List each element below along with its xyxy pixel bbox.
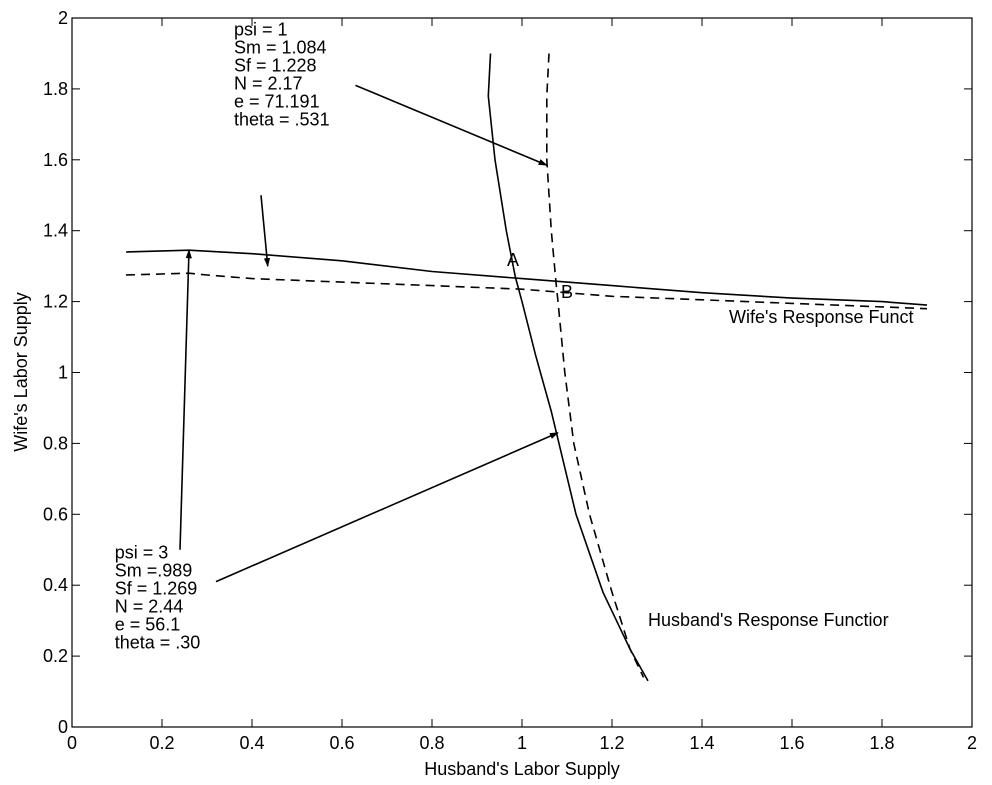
- x-axis-title: Husband's Labor Supply: [424, 759, 620, 779]
- y-tick-label: 0.4: [43, 575, 68, 595]
- y-tick-label: 0: [58, 717, 68, 737]
- series-label: Husband's Response Functior: [648, 610, 889, 630]
- annotation-text-line: N = 2.44: [115, 597, 184, 617]
- y-tick-label: 1: [58, 363, 68, 383]
- y-tick-label: 0.6: [43, 504, 68, 524]
- annotation-text-line: e = 56.1: [115, 615, 181, 635]
- point-label: A: [507, 250, 519, 270]
- annotation-text-line: psi = 3: [115, 543, 169, 563]
- annotation-arrow: [355, 84, 548, 166]
- x-tick-label: 0.8: [419, 733, 444, 753]
- y-tick-label: 0.2: [43, 646, 68, 666]
- x-tick-label: 0.4: [239, 733, 264, 753]
- annotation-text-line: e = 71.191: [234, 92, 320, 112]
- annotation-text-line: Sm = 1.084: [234, 38, 327, 58]
- y-tick-label: 1.4: [43, 221, 68, 241]
- x-tick-label: 2: [967, 733, 977, 753]
- series-line-4-dashed: [545, 53, 645, 678]
- annotation-text-line: Sf = 1.269: [115, 579, 198, 599]
- x-tick-label: 1.6: [779, 733, 804, 753]
- annotation-arrow: [179, 249, 192, 550]
- x-tick-label: 0.6: [329, 733, 354, 753]
- x-tick-label: 1: [517, 733, 527, 753]
- x-tick-label: 0: [67, 733, 77, 753]
- y-tick-label: 1.6: [43, 150, 68, 170]
- x-tick-label: 1.2: [599, 733, 624, 753]
- point-label: B: [561, 282, 573, 302]
- x-axis: 0 0.2 0.4 0.6 0.8 1 1.2 1.4 1.6 1.8 2: [67, 18, 977, 753]
- y-axis: 0 0.2 0.4 0.6 0.8 1 1.2 1.4 1.6 1.8 2: [43, 8, 972, 737]
- series-line-2-dashed: [125, 272, 928, 310]
- x-tick-label: 0.2: [149, 733, 174, 753]
- annotation-arrow: [260, 195, 271, 268]
- x-tick-label: 1.4: [689, 733, 714, 753]
- annotation-text-line: N = 2.17: [234, 74, 303, 94]
- series-layer: A B Wife's Response Funct Husband's Respons…: [125, 53, 928, 682]
- annotation-text-line: theta = .30: [115, 633, 201, 653]
- series-line-3-solid: [487, 53, 649, 682]
- y-tick-label: 1.2: [43, 292, 68, 312]
- annotation-arrow: [215, 432, 559, 583]
- series-line-1-solid: [125, 249, 928, 306]
- y-tick-label: 1.8: [43, 79, 68, 99]
- annotation-text-line: Sm =.989: [115, 561, 193, 581]
- annotation-text-line: Sf = 1.228: [234, 56, 317, 76]
- y-axis-title: Wife's Labor Supply: [11, 292, 31, 452]
- annotation-text-line: psi = 1: [234, 20, 288, 40]
- annotation-text-line: theta = .531: [234, 110, 330, 130]
- x-tick-label: 1.8: [869, 733, 894, 753]
- y-tick-label: 0.8: [43, 433, 68, 453]
- series-label: Wife's Response Funct: [729, 307, 914, 327]
- y-tick-label: 2: [58, 8, 68, 28]
